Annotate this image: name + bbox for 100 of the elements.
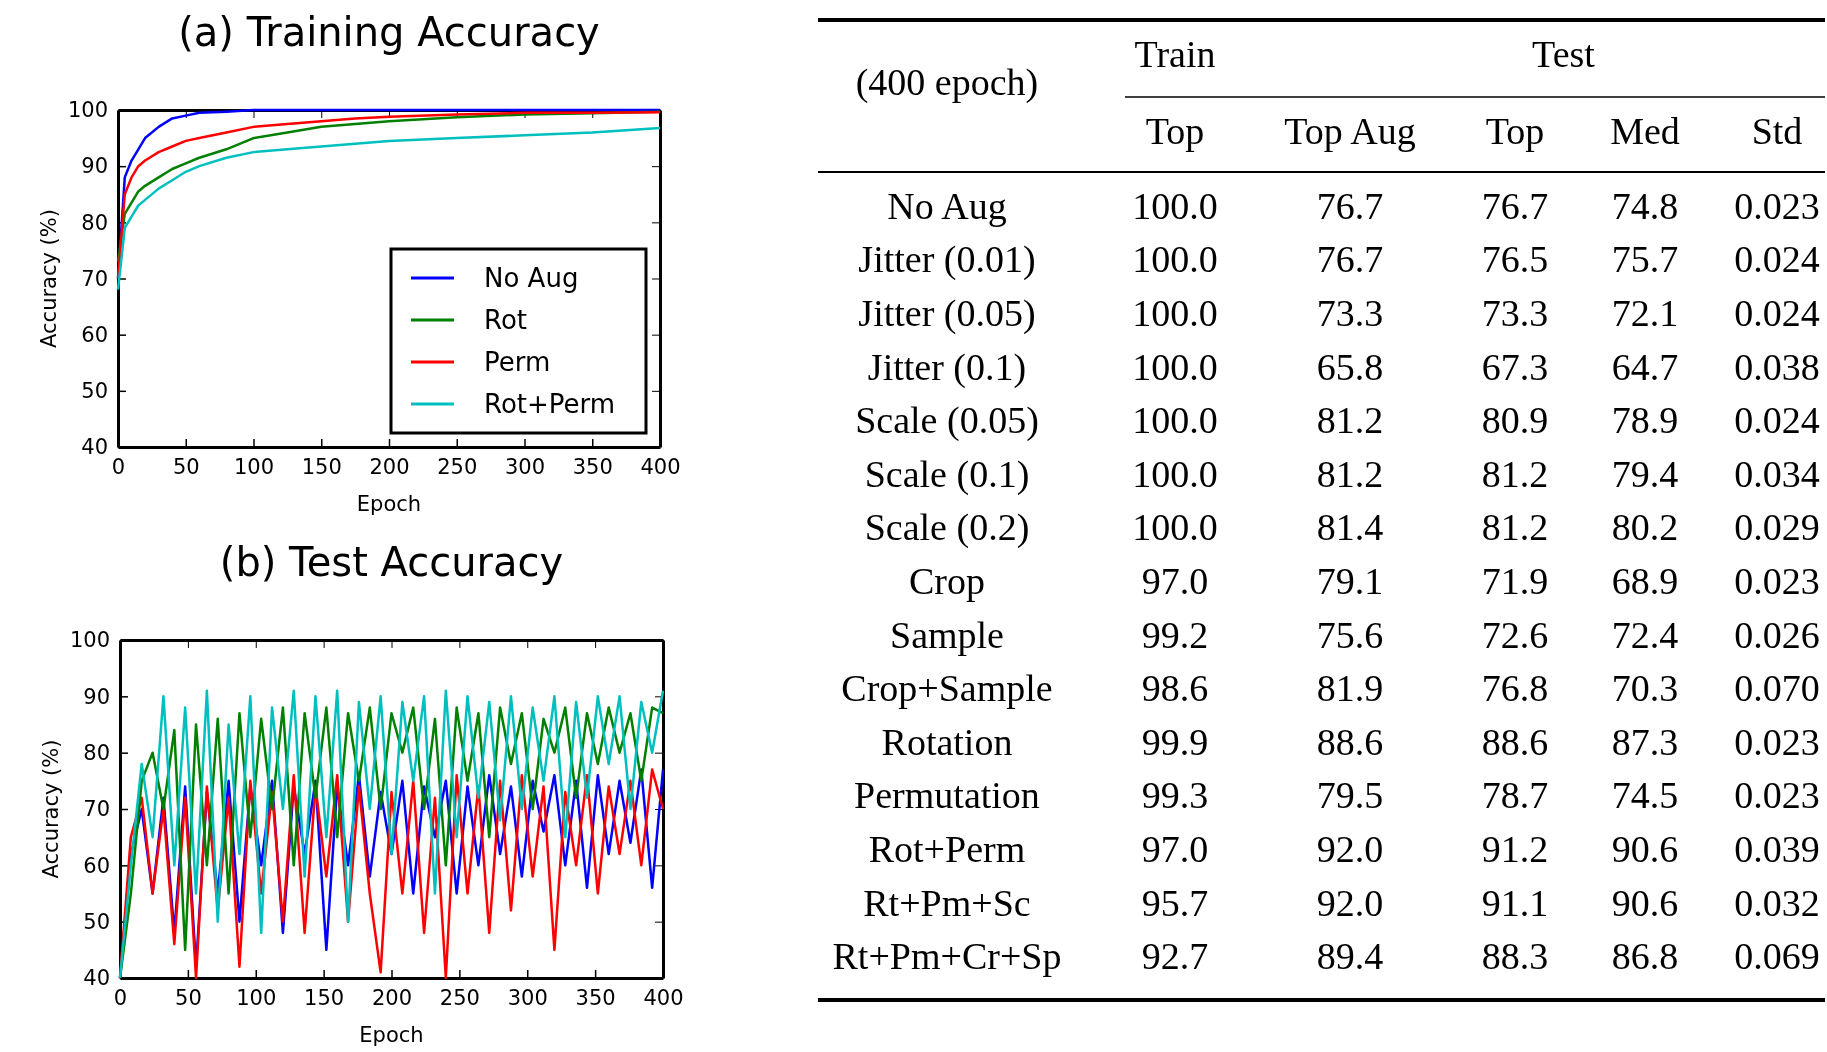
text: 0.024: [1734, 291, 1820, 334]
text: Top: [1485, 109, 1545, 152]
text: 72.6: [1481, 613, 1549, 656]
text: 0.032: [1734, 881, 1820, 924]
text: 89.4: [1316, 935, 1384, 978]
text: 97.0: [1141, 827, 1209, 870]
text: Med: [1610, 109, 1680, 152]
text: 74.8: [1611, 184, 1679, 227]
text: Crop: [909, 559, 985, 602]
y-tick-label: 70: [83, 797, 110, 822]
y-axis-title: Accuracy (%): [39, 739, 63, 879]
legend-label: Rot: [484, 305, 527, 335]
x-tick-label: 50: [172, 454, 200, 479]
x-tick-label: 50: [175, 985, 202, 1010]
text: 80.2: [1611, 506, 1679, 549]
text: 88.3: [1481, 935, 1549, 978]
text: 76.7: [1316, 184, 1384, 227]
chart-title: (a) Training Accuracy: [178, 9, 600, 55]
text: 100.0: [1132, 452, 1218, 495]
x-tick-label: 100: [233, 454, 275, 479]
text: 100.0: [1132, 238, 1218, 281]
text: 100.0: [1132, 345, 1218, 388]
text: 78.7: [1481, 774, 1549, 817]
text: 72.4: [1611, 613, 1679, 656]
text: 91.2: [1481, 827, 1549, 870]
y-tick-label: 40: [81, 435, 108, 460]
text: Train: [1134, 32, 1216, 75]
text: Scale (0.1): [864, 452, 1030, 496]
text: Rot+Perm: [868, 827, 1026, 870]
x-tick-label: 100: [236, 985, 277, 1010]
text: 0.023: [1734, 720, 1820, 763]
y-tick-label: 60: [81, 322, 108, 347]
text: 74.5: [1611, 774, 1679, 817]
text: 76.5: [1481, 238, 1549, 281]
text: 76.7: [1316, 238, 1384, 281]
x-tick-label: 200: [371, 985, 413, 1010]
text: Top Aug: [1284, 109, 1416, 152]
text: 100.0: [1132, 184, 1218, 227]
y-tick-label: 80: [81, 210, 108, 235]
text: 88.6: [1316, 720, 1384, 763]
text: 100.0: [1132, 291, 1218, 334]
text: 0.026: [1734, 613, 1820, 656]
text: 81.4: [1316, 506, 1384, 549]
x-tick-label: 400: [643, 985, 684, 1010]
text: 0.039: [1734, 827, 1820, 870]
x-axis-title: Epoch: [359, 1023, 424, 1047]
text: 72.1: [1611, 291, 1679, 334]
text: 92.0: [1316, 827, 1384, 870]
text: Permutation: [854, 774, 1040, 817]
legend-label: Perm: [484, 347, 551, 377]
text: Top: [1145, 109, 1205, 152]
text: 70.3: [1611, 667, 1679, 710]
text: 76.7: [1481, 184, 1549, 227]
x-tick-label: 300: [504, 454, 546, 479]
legend-label: No Aug: [484, 263, 579, 293]
y-tick-label: 60: [83, 853, 110, 878]
text: 100.0: [1132, 399, 1218, 442]
text: 79.5: [1316, 774, 1384, 817]
text: 78.9: [1611, 399, 1679, 442]
text: Rotation: [881, 720, 1013, 763]
text: 64.7: [1611, 345, 1679, 388]
text: 0.023: [1734, 774, 1820, 817]
text: 76.8: [1481, 667, 1549, 710]
text: Jitter (0.01): [858, 238, 1036, 282]
y-tick-label: 40: [83, 966, 110, 991]
x-tick-label: 0: [113, 985, 128, 1010]
text: 71.9: [1481, 559, 1549, 602]
text: 65.8: [1316, 345, 1384, 388]
text: Rt+Pm+Sc: [863, 881, 1031, 924]
text: Jitter (0.1): [867, 345, 1027, 389]
text: 92.0: [1316, 881, 1384, 924]
text: 79.1: [1316, 559, 1384, 602]
text: 81.2: [1316, 399, 1384, 442]
x-tick-label: 0: [111, 454, 126, 479]
y-tick-label: 50: [81, 379, 108, 404]
text: Crop+Sample: [841, 667, 1053, 710]
text: 75.7: [1611, 238, 1679, 281]
chart-title: (b) Test Accuracy: [219, 539, 564, 585]
text: 100.0: [1132, 506, 1218, 549]
x-tick-label: 150: [301, 454, 342, 479]
y-tick-label: 50: [83, 909, 110, 934]
y-tick-label: 90: [83, 684, 110, 709]
text: 73.3: [1481, 291, 1549, 334]
text: Std: [1751, 109, 1803, 152]
text: 90.6: [1611, 881, 1679, 924]
text: 80.9: [1481, 399, 1549, 442]
y-tick-label: 80: [83, 740, 110, 765]
text: 81.2: [1481, 452, 1549, 495]
x-tick-label: 250: [437, 454, 478, 479]
x-tick-label: 350: [572, 454, 613, 479]
text: 0.070: [1734, 667, 1820, 710]
text: 81.2: [1316, 452, 1384, 495]
text: 0.034: [1734, 452, 1820, 495]
y-tick-label: 90: [81, 154, 108, 179]
text: 91.1: [1481, 881, 1549, 924]
text: 99.9: [1141, 720, 1209, 763]
text: 98.6: [1141, 667, 1209, 710]
text: 88.6: [1481, 720, 1549, 763]
text: (400 epoch): [855, 60, 1039, 104]
text: Sample: [890, 613, 1004, 656]
